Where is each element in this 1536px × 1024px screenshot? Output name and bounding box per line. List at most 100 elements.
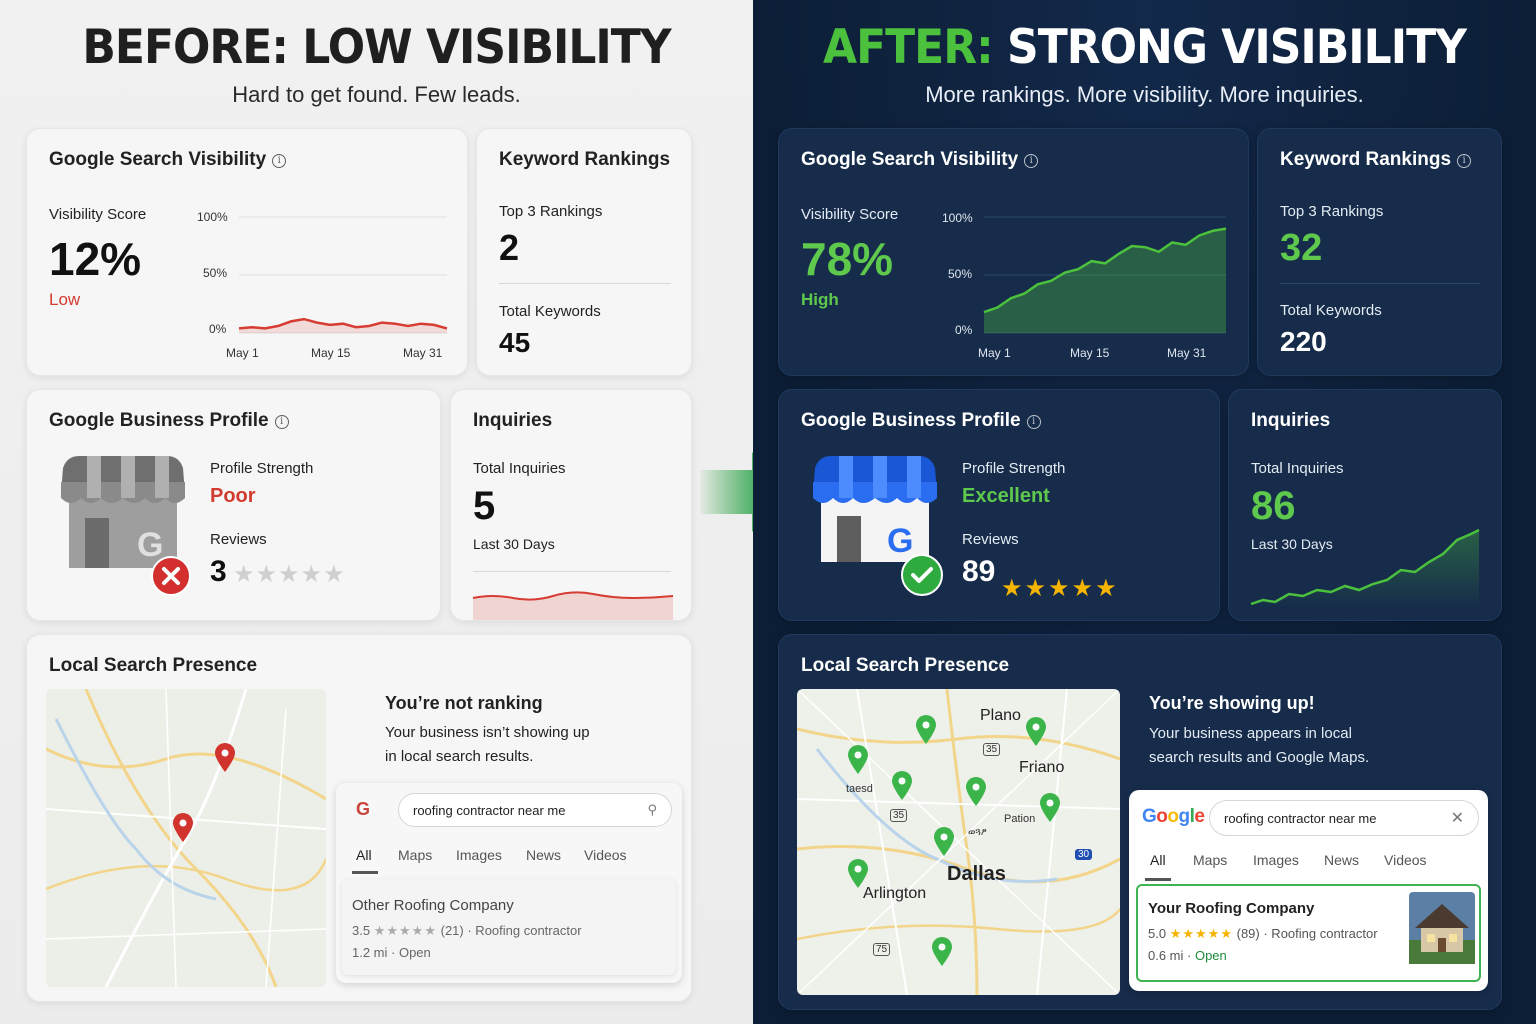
y-tick: 0% [955,323,973,337]
keywords-card-title: Keyword Rankings [1280,149,1452,170]
result-count: (21) [440,923,464,938]
result-item[interactable]: Other Roofing Company 3.5 ★★★★★ (21) · R… [342,879,676,975]
map-pin-icon [215,743,235,772]
info-icon[interactable]: i [1457,154,1472,168]
map-pin-icon [173,813,193,842]
google-logo-text: Google [1142,806,1205,827]
map-label-friano: Friano [1019,759,1065,776]
map-pin-icon[interactable] [915,715,937,745]
map-view[interactable]: Plano Friano Dallas Arlington Pation tae… [797,689,1120,995]
period-label: Last 30 Days [473,536,555,552]
top3-value: 32 [1280,227,1323,269]
total-inquiries-value: 86 [1251,484,1296,528]
top3-label: Top 3 Rankings [499,203,603,220]
total-inquiries-label: Total Inquiries [1251,460,1344,477]
gbp-card-title: Google Business Profile [49,410,269,431]
tab-maps[interactable]: Maps [1193,852,1228,868]
profile-strength-value: Excellent [962,485,1050,507]
map-pin-icon[interactable] [891,771,913,801]
visibility-status: High [801,290,839,309]
tab-maps[interactable]: Maps [398,847,433,863]
series-line [983,227,1227,314]
star-icon: ★ [255,561,279,588]
after-inquiries-card: Inquiries Total Inquiries 86 Last 30 Day… [1228,389,1502,621]
search-query: roofing contractor near me [1224,810,1377,826]
after-keywords-card: Keyword Rankings i Top 3 Rankings 32 Tota… [1257,128,1502,376]
total-keywords-label: Total Keywords [1280,302,1382,319]
before-gbp-card: Google Business Profile i G Profile Stren… [26,389,441,621]
visibility-score: 12% [49,233,142,285]
reviews-label: Reviews [210,531,267,548]
map-view[interactable] [46,689,326,987]
visibility-trend-chart [983,216,1227,334]
error-x-icon [151,556,191,596]
result-distance: 0.6 mi · [1148,948,1192,963]
result-type: · Roofing contractor [1263,926,1378,941]
close-icon[interactable]: ✕ [1450,810,1464,827]
total-keywords-value: 45 [499,327,531,358]
highway-shield-icon: 75 [873,943,891,956]
tab-images[interactable]: Images [1253,852,1299,868]
star-rating: ★★★★★ [233,560,346,589]
visibility-trend-chart [238,216,448,334]
inquiries-card-title: Inquiries [1251,410,1331,431]
before-title: BEFORE: LOW VISIBILITY [82,19,671,76]
result-rating: 3.5 [352,923,371,938]
search-input[interactable]: roofing contractor near me ✕ [1209,800,1479,836]
before-local-card: Local Search Presence [26,634,692,1002]
tab-videos[interactable]: Videos [1384,852,1427,868]
local-headline: You’re showing up! [1149,693,1315,713]
local-desc-line1: Your business appears in local [1149,725,1352,742]
total-inquiries-label: Total Inquiries [473,460,566,477]
map-label-taesd: taesd [846,783,873,795]
star-icon: ★ [1095,575,1119,602]
before-subtitle: Hard to get found. Few leads. [232,82,521,107]
tab-all[interactable]: All [1150,852,1166,868]
y-tick: 50% [203,266,228,280]
x-tick: May 15 [1070,346,1110,360]
visibility-score-label: Visibility Score [801,206,899,223]
after-local-card: Local Search Presence Plano Friano Dalla… [778,634,1502,1010]
map-pin-icon[interactable] [931,937,953,967]
map-pin-icon[interactable] [965,777,987,807]
svg-text:G: G [887,522,913,560]
search-icon[interactable]: ⚲ [647,802,657,817]
info-icon[interactable]: i [272,154,287,168]
period-label: Last 30 Days [1251,536,1333,552]
result-count: (89) [1236,926,1260,941]
map-pin-icon[interactable] [1039,793,1061,823]
interstate-shield-icon: 30 [1075,849,1093,860]
tab-videos[interactable]: Videos [584,847,627,863]
info-icon[interactable]: i [1026,415,1041,429]
series-area [239,319,447,333]
after-gbp-card: Google Business Profile i G Profile Stren… [778,389,1220,621]
result-item[interactable]: Your Roofing Company 5.0 ★★★★★ (89) · Ro… [1136,884,1481,982]
before-visibility-card: Google Search Visibility i Visibility Sco… [26,128,468,376]
star-icon: ★ [323,561,346,588]
info-icon[interactable]: i [1024,154,1039,168]
after-visibility-card: Google Search Visibility i Visibility Sco… [778,128,1249,376]
x-tick: May 1 [226,346,259,360]
result-stars: ★★★★★ [1169,926,1233,941]
map-pin-icon[interactable] [933,827,955,857]
x-tick: May 31 [403,346,443,360]
map-pin-icon[interactable] [1025,717,1047,747]
map-pin-icon[interactable] [847,859,869,889]
tab-active-underline [1145,878,1171,881]
local-desc-line2: in local search results. [385,748,534,765]
search-input[interactable]: roofing contractor near me ⚲ [398,793,672,827]
tab-all[interactable]: All [356,847,372,863]
y-tick: 0% [209,322,227,336]
y-tick: 100% [942,211,973,225]
tab-images[interactable]: Images [456,847,502,863]
tab-news[interactable]: News [1324,852,1360,868]
storefront-icon: G [61,456,185,568]
tab-news[interactable]: News [526,847,562,863]
after-title: STRONG VISIBILITY [1007,19,1467,76]
visibility-card-title: Google Search Visibility [49,149,267,170]
inquiries-sparkline [1250,528,1480,608]
map-pin-icon[interactable] [847,745,869,775]
before-panel: BEFORE: LOW VISIBILITY Hard to get found… [0,0,753,1024]
info-icon[interactable]: i [274,415,289,429]
star-icon: ★ [233,561,256,588]
